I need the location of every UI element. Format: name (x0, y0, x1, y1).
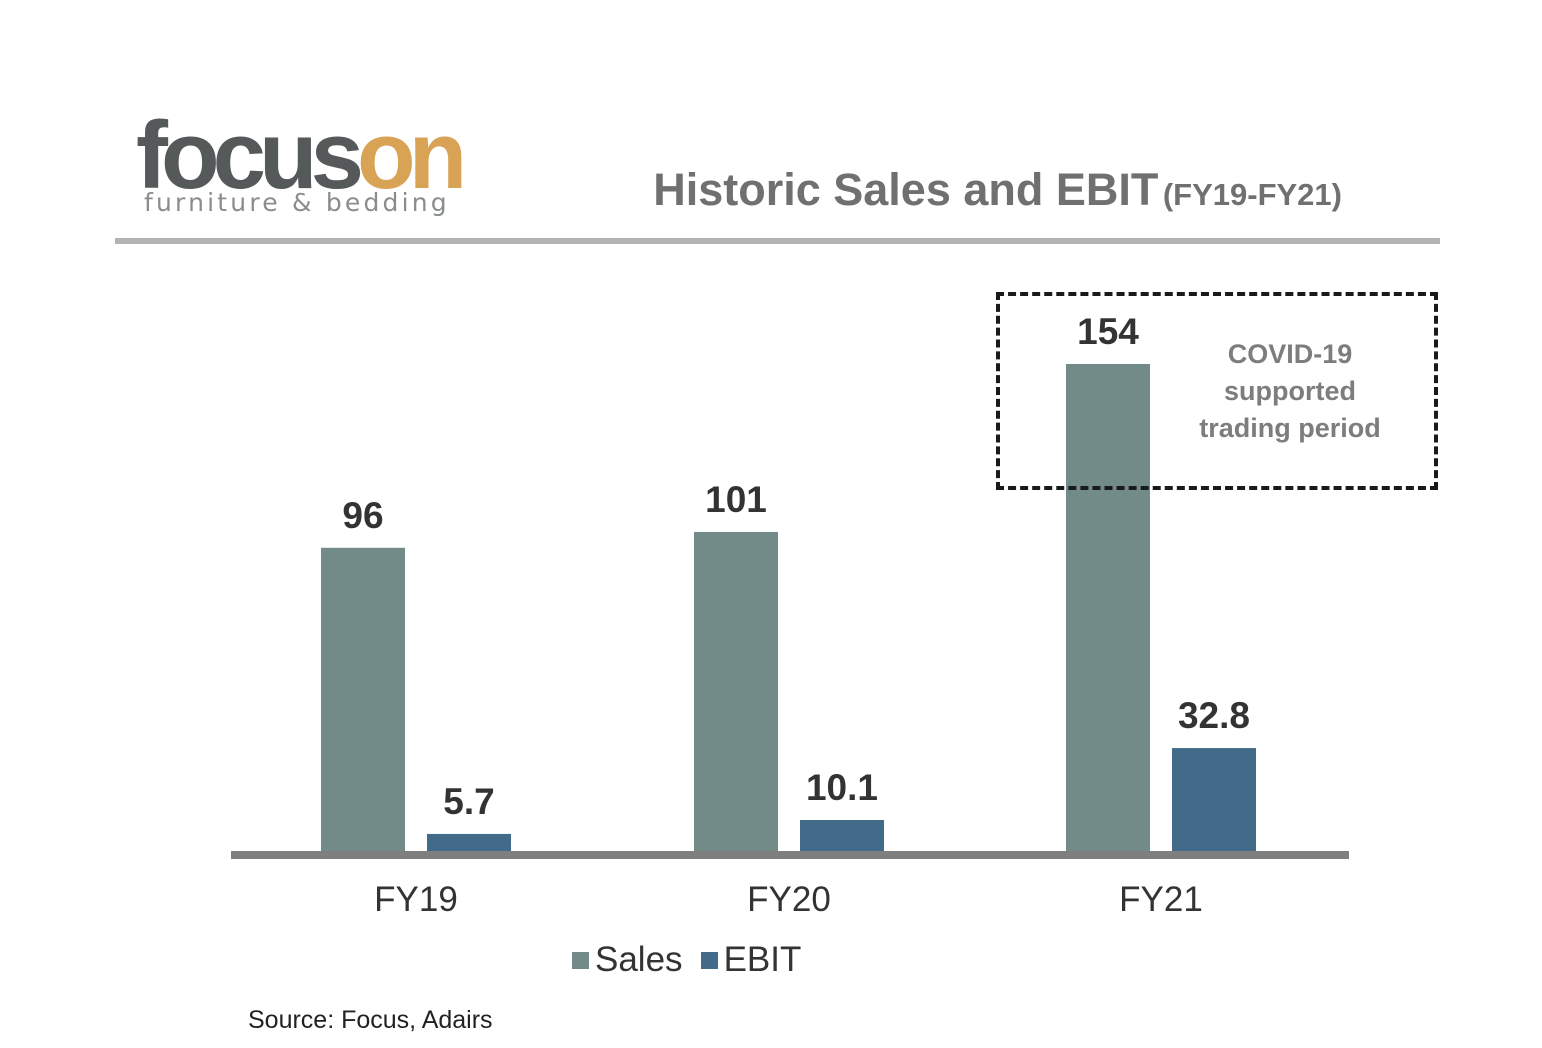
data-label-ebit-fy20: 10.1 (806, 767, 878, 808)
legend-label-sales: Sales (595, 940, 683, 979)
legend-swatch-sales (572, 951, 589, 969)
data-label-ebit-fy21: 32.8 (1178, 695, 1250, 736)
covid-annotation-line: trading period (1199, 413, 1381, 443)
data-label-ebit-fy19: 5.7 (443, 781, 494, 822)
bar-sales-fy21 (1066, 364, 1150, 852)
bar-ebit-fy19 (427, 833, 511, 852)
source-note: Source: Focus, Adairs (248, 1006, 493, 1034)
bar-sales-fy19 (321, 547, 405, 852)
legend-label-ebit: EBIT (723, 940, 802, 979)
legend-item-sales: Sales (572, 940, 683, 980)
covid-highlight-box (996, 292, 1438, 490)
x-tick-label-fy19: FY19 (374, 880, 458, 919)
data-label-sales-fy21: 154 (1077, 311, 1139, 352)
chart-title-subtitle: (FY19-FY21) (1162, 177, 1342, 212)
x-tick-label-fy21: FY21 (1119, 880, 1203, 919)
covid-annotation: COVID-19 supported trading period (1150, 336, 1430, 447)
logo-wordmark: focuson (136, 102, 467, 209)
covid-annotation-line: supported (1224, 376, 1356, 406)
chart-title: Historic Sales and EBIT (FY19-FY21) (653, 164, 1342, 216)
bar-ebit-fy21 (1172, 748, 1256, 852)
x-tick-label-fy20: FY20 (747, 880, 831, 919)
data-label-sales-fy20: 101 (705, 479, 767, 520)
bar-ebit-fy20 (800, 819, 884, 852)
bar-sales-fy20 (694, 531, 778, 852)
chart-legend: Sales EBIT (572, 940, 819, 980)
legend-item-ebit: EBIT (700, 940, 802, 980)
covid-annotation-line: COVID-19 (1227, 339, 1353, 369)
focuson-logo: focuson furniture & bedding (136, 108, 476, 218)
data-label-sales-fy19: 96 (342, 495, 383, 536)
logo-tagline: furniture & bedding (144, 188, 450, 217)
chart-title-main: Historic Sales and EBIT (653, 164, 1159, 215)
legend-swatch-ebit (700, 951, 718, 969)
header-divider (115, 238, 1440, 244)
